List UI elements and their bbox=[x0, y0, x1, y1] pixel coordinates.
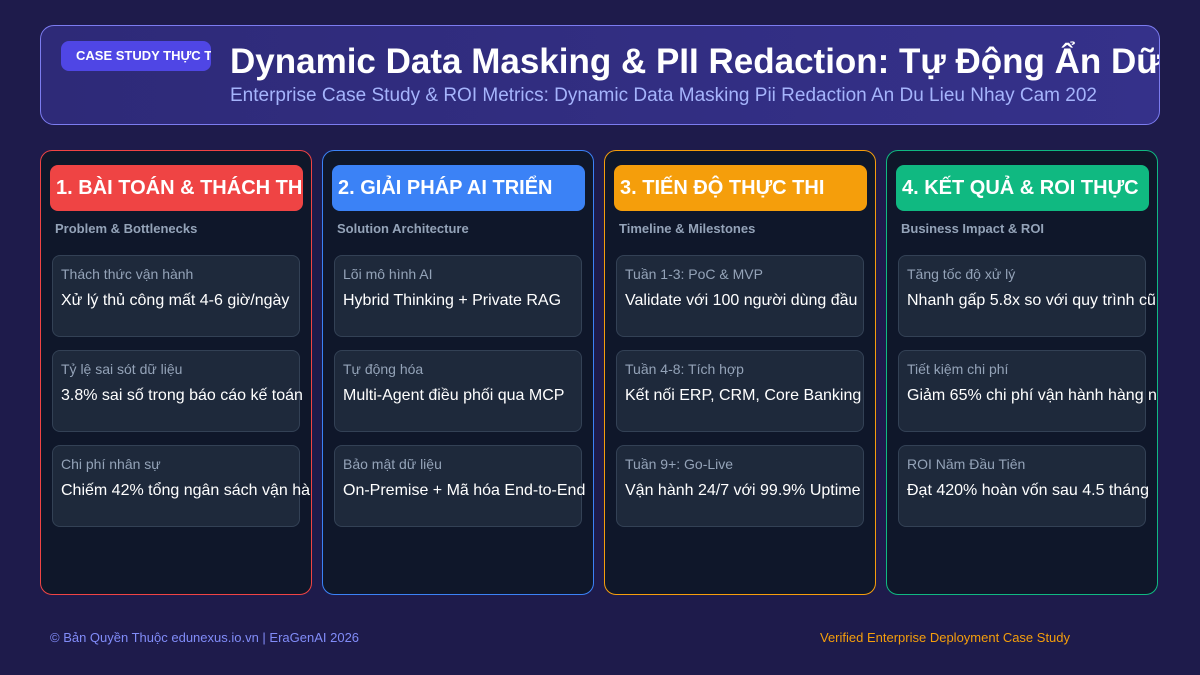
card: Tuần 1-3: PoC & MVP Validate với 100 ngườ… bbox=[616, 255, 864, 337]
footer-right: Verified Enterprise Deployment Case Stud… bbox=[820, 630, 1071, 645]
card: Tuần 9+: Go-Live Vận hành 24/7 với 99.9% … bbox=[616, 445, 864, 527]
card-label: Tiết kiệm chi phí bbox=[907, 361, 1009, 377]
column-subtitle: Solution Architecture bbox=[337, 221, 469, 236]
card-label: Tuần 4-8: Tích hợp bbox=[625, 361, 744, 377]
card-label: Tuần 1-3: PoC & MVP bbox=[625, 266, 763, 282]
card-label: ROI Năm Đầu Tiên bbox=[907, 456, 1026, 472]
card-text: Nhanh gấp 5.8x so với quy trình cũ bbox=[907, 292, 1156, 309]
card: Tuần 4-8: Tích hợp Kết nối ERP, CRM, Core… bbox=[616, 350, 864, 432]
header: CASE STUDY THỰC TẾ Dynamic Data Masking … bbox=[40, 25, 1160, 125]
column-subtitle: Timeline & Milestones bbox=[619, 221, 756, 236]
column-subtitle: Business Impact & ROI bbox=[901, 221, 1045, 236]
column: 1. BÀI TOÁN & THÁCH TH Problem & Bottlene… bbox=[40, 150, 312, 595]
card-text: Xử lý thủ công mất 4-6 giờ/ngày bbox=[61, 292, 290, 309]
title: Dynamic Data Masking & PII Redaction: Tự… bbox=[230, 42, 1160, 81]
card-label: Chi phí nhân sự bbox=[61, 456, 161, 472]
card-label: Tỷ lệ sai sót dữ liệu bbox=[61, 361, 183, 377]
card: Tiết kiệm chi phí Giảm 65% chi phí vận hà… bbox=[898, 350, 1157, 432]
card-text: Đạt 420% hoàn vốn sau 4.5 tháng bbox=[907, 482, 1149, 499]
card-text: Validate với 100 người dùng đầu bbox=[625, 292, 858, 309]
column-title: 4. KẾT QUẢ & ROI THỰC bbox=[896, 165, 1149, 211]
card-text: 3.8% sai số trong báo cáo kế toán bbox=[61, 387, 303, 404]
card-text: Vận hành 24/7 với 99.9% Uptime bbox=[625, 482, 861, 499]
card: Tự động hóa Multi-Agent điều phối qua MCP bbox=[334, 350, 582, 432]
card: Tỷ lệ sai sót dữ liệu 3.8% sai số trong b… bbox=[52, 350, 303, 432]
column: 3. TIẾN ĐỘ THỰC THI Timeline & Milestones… bbox=[604, 150, 876, 595]
card-label: Lõi mô hình AI bbox=[343, 266, 433, 282]
card-text: Kết nối ERP, CRM, Core Banking bbox=[625, 387, 862, 404]
card-text: On-Premise + Mã hóa End-to-End bbox=[343, 482, 586, 499]
column-title: 1. BÀI TOÁN & THÁCH TH bbox=[50, 165, 303, 211]
column-title: 2. GIẢI PHÁP AI TRIỂN bbox=[332, 165, 585, 211]
card: Thách thức vận hành Xử lý thủ công mất 4-… bbox=[52, 255, 300, 337]
card-label: Tăng tốc độ xử lý bbox=[907, 266, 1016, 282]
card-text: Multi-Agent điều phối qua MCP bbox=[343, 387, 565, 404]
card: Lõi mô hình AI Hybrid Thinking + Private … bbox=[334, 255, 582, 337]
footer-left: © Bản Quyền Thuộc edunexus.io.vn | EraGe… bbox=[50, 630, 360, 645]
card: Tăng tốc độ xử lý Nhanh gấp 5.8x so với q… bbox=[898, 255, 1156, 337]
card: Chi phí nhân sự Chiếm 42% tổng ngân sách … bbox=[52, 445, 311, 527]
card: Bảo mật dữ liệu On-Premise + Mã hóa End-t… bbox=[334, 445, 586, 527]
column-subtitle: Problem & Bottlenecks bbox=[55, 221, 198, 236]
card-label: Thách thức vận hành bbox=[61, 266, 194, 282]
card-text: Giảm 65% chi phí vận hành hàng năm bbox=[907, 387, 1158, 404]
badge: CASE STUDY THỰC TẾ bbox=[61, 41, 211, 71]
card-text: Chiếm 42% tổng ngân sách vận hành bbox=[61, 482, 312, 499]
column-title: 3. TIẾN ĐỘ THỰC THI bbox=[614, 165, 867, 211]
column: 2. GIẢI PHÁP AI TRIỂN Solution Architectu… bbox=[322, 150, 594, 595]
card: ROI Năm Đầu Tiên Đạt 420% hoàn vốn sau 4.… bbox=[898, 445, 1149, 527]
subtitle: Enterprise Case Study & ROI Metrics: Dyn… bbox=[230, 85, 1097, 106]
card-text: Hybrid Thinking + Private RAG bbox=[343, 292, 562, 309]
card-label: Tự động hóa bbox=[343, 361, 424, 377]
column: 4. KẾT QUẢ & ROI THỰC Business Impact & R… bbox=[886, 150, 1158, 595]
card-label: Bảo mật dữ liệu bbox=[343, 456, 442, 472]
card-label: Tuần 9+: Go-Live bbox=[625, 456, 734, 472]
